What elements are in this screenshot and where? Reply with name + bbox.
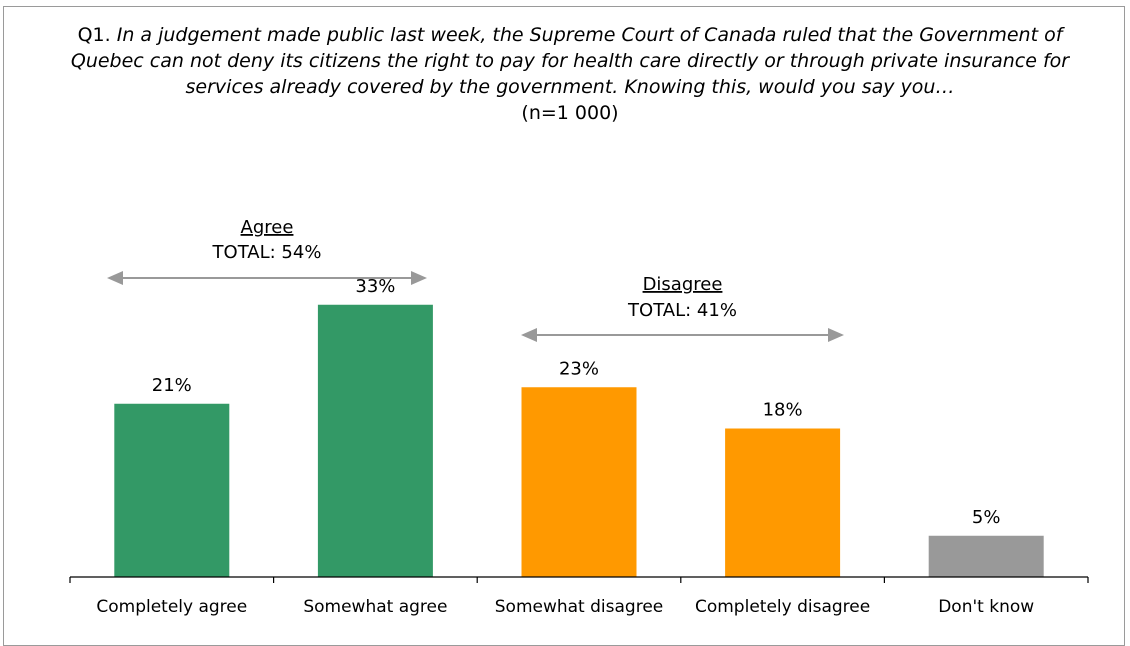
group-total-0: TOTAL: 54% [212,242,322,263]
category-label-4: Don't know [938,597,1034,617]
group-title-0: Agree [241,217,294,238]
bar-3 [725,428,841,577]
category-label-3: Completely disagree [695,597,870,617]
group-arrow-left-icon-1 [521,328,537,342]
category-label-2: Somewhat disagree [495,597,664,617]
bar-0 [114,403,230,577]
question-text: In a judgement made public last week, th… [70,24,1070,98]
group-arrow-right-icon-1 [828,328,844,342]
category-label-1: Somewhat agree [303,597,447,617]
value-label-1: 33% [355,276,395,297]
bar-1 [317,304,433,577]
question-number: Q1. [77,24,111,46]
value-label-3: 18% [763,400,803,421]
bar-4 [928,535,1044,577]
question-title: Q1. In a judgement made public last week… [60,22,1080,126]
value-label-0: 21% [152,375,192,396]
group-title-1: Disagree [643,274,723,295]
group-arrow-right-icon-0 [411,271,427,285]
value-label-2: 23% [559,358,599,379]
sample-size: (n=1 000) [521,102,619,124]
value-label-4: 5% [972,507,1001,528]
category-label-0: Completely agree [96,597,247,617]
group-arrow-left-icon-0 [107,271,123,285]
bar-2 [521,387,637,577]
group-total-1: TOTAL: 41% [627,300,737,321]
